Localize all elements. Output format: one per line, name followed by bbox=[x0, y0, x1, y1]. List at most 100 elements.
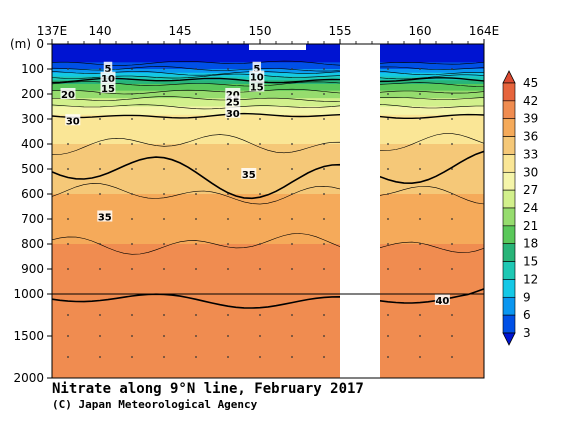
y-tick-label: 900 bbox=[21, 262, 44, 276]
sample-dot bbox=[99, 143, 101, 145]
field-band bbox=[52, 72, 484, 75]
colorbar-swatch bbox=[502, 243, 516, 262]
missing-data-band bbox=[340, 44, 380, 378]
field-band bbox=[52, 336, 484, 344]
sample-dot bbox=[259, 118, 261, 120]
field-band bbox=[52, 177, 484, 183]
x-tick-label: 150 bbox=[249, 24, 272, 38]
sample-dot bbox=[259, 193, 261, 195]
sample-dot bbox=[259, 268, 261, 270]
y-tick-label: 600 bbox=[21, 187, 44, 201]
sample-dot bbox=[163, 218, 165, 220]
sample-dot bbox=[291, 243, 293, 245]
sample-dot bbox=[323, 218, 325, 220]
sample-dot bbox=[323, 143, 325, 145]
sample-dot bbox=[131, 218, 133, 220]
sample-dot bbox=[291, 268, 293, 270]
colorbar-label: 21 bbox=[523, 219, 538, 233]
sample-dot bbox=[419, 118, 421, 120]
contour-line bbox=[52, 77, 484, 84]
colorbar-swatch bbox=[502, 100, 516, 120]
sample-dot bbox=[227, 118, 229, 120]
contour-label: 15 bbox=[250, 83, 264, 94]
contour-label-bg bbox=[225, 95, 241, 107]
field-band bbox=[52, 173, 484, 178]
sample-dot bbox=[451, 118, 453, 120]
field-band bbox=[52, 85, 484, 88]
field-band bbox=[52, 54, 484, 58]
y-tick-label: 1500 bbox=[13, 329, 44, 343]
sample-dot bbox=[451, 68, 453, 70]
field-band bbox=[52, 301, 484, 309]
sample-dot bbox=[419, 356, 421, 358]
colorbar-swatch bbox=[502, 189, 516, 209]
colorbar-swatch bbox=[502, 118, 516, 137]
sample-dot bbox=[67, 314, 69, 316]
contour-label: 10 bbox=[250, 73, 264, 84]
colorbar-swatch bbox=[502, 136, 516, 155]
y-tick-label: 2000 bbox=[13, 371, 44, 385]
sample-dot bbox=[291, 193, 293, 195]
sample-dot bbox=[451, 335, 453, 337]
sample-dot bbox=[163, 268, 165, 270]
contour-label-bg bbox=[434, 293, 450, 305]
x-tick-label: 155 bbox=[329, 24, 352, 38]
sample-dot bbox=[291, 314, 293, 316]
sample-dot bbox=[67, 356, 69, 358]
x-axis-ticks: 137E 140 145 150 155 160 164E bbox=[37, 24, 499, 44]
sample-dot bbox=[387, 168, 389, 170]
sample-dot bbox=[227, 268, 229, 270]
field-band bbox=[52, 59, 484, 62]
field-band bbox=[52, 210, 484, 216]
sample-dot bbox=[323, 268, 325, 270]
sample-dot bbox=[195, 143, 197, 145]
sample-dot bbox=[131, 68, 133, 70]
sample-dot bbox=[387, 218, 389, 220]
field-band bbox=[52, 223, 484, 228]
sample-dot bbox=[387, 335, 389, 337]
field-band bbox=[52, 231, 484, 237]
sample-dot bbox=[451, 168, 453, 170]
sample-dot bbox=[419, 314, 421, 316]
contour-label: 30 bbox=[66, 116, 80, 127]
field-band bbox=[52, 343, 484, 351]
contour-line bbox=[52, 103, 484, 110]
sample-dot bbox=[291, 356, 293, 358]
sample-dot bbox=[227, 218, 229, 220]
contour-line bbox=[52, 60, 484, 66]
field-band bbox=[52, 87, 484, 90]
contour-label-bg bbox=[241, 168, 257, 179]
field-band bbox=[52, 269, 484, 274]
field-band bbox=[52, 123, 484, 128]
field-band bbox=[52, 90, 484, 93]
field-band bbox=[52, 252, 484, 258]
sample-dot bbox=[99, 335, 101, 337]
field-band bbox=[52, 96, 484, 99]
field-band bbox=[52, 131, 484, 137]
field-band bbox=[52, 198, 484, 203]
sample-dot bbox=[451, 193, 453, 195]
field-band bbox=[52, 169, 484, 174]
colorbar-label: 27 bbox=[523, 183, 538, 197]
sample-dot bbox=[387, 68, 389, 70]
contour-label-bg bbox=[60, 88, 76, 99]
contour-label-bg bbox=[249, 70, 265, 82]
contour-line-bold bbox=[52, 150, 484, 200]
sample-dot bbox=[195, 93, 197, 95]
field-band bbox=[52, 264, 484, 270]
sample-dot bbox=[131, 268, 133, 270]
sample-dot bbox=[259, 93, 261, 95]
field-band bbox=[52, 108, 484, 112]
sample-dot bbox=[227, 243, 229, 245]
contour-label: 5 bbox=[253, 64, 260, 75]
colorbar-label: 36 bbox=[523, 130, 538, 144]
sample-dot bbox=[323, 314, 325, 316]
sample-dot bbox=[323, 118, 325, 120]
sample-dot bbox=[131, 314, 133, 316]
field-band bbox=[52, 100, 484, 103]
field-band bbox=[52, 260, 484, 266]
sample-dot bbox=[227, 314, 229, 316]
field-band bbox=[52, 82, 484, 85]
field-band bbox=[52, 65, 484, 68]
surface-white-patch bbox=[249, 44, 306, 50]
